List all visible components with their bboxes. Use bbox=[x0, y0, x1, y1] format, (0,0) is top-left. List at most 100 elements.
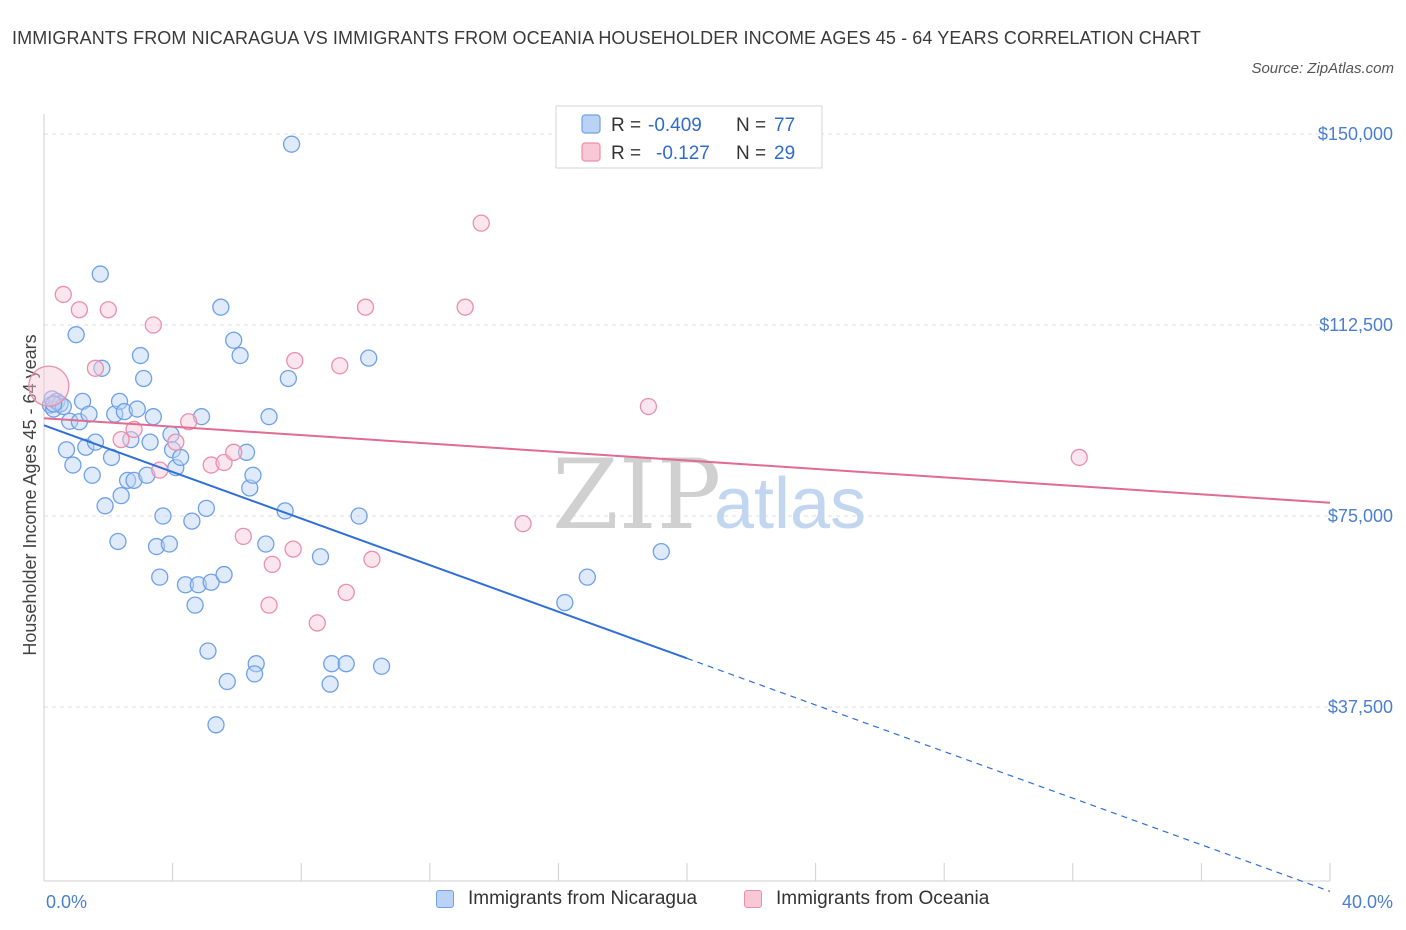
data-point bbox=[197, 499, 216, 518]
data-point bbox=[456, 298, 474, 316]
data-point bbox=[77, 438, 95, 456]
data-point bbox=[128, 400, 146, 418]
data-point bbox=[279, 369, 297, 388]
data-point bbox=[70, 301, 89, 319]
data-point bbox=[360, 349, 378, 367]
trend-lines bbox=[43, 417, 1331, 892]
data-point bbox=[115, 402, 134, 421]
data-point bbox=[286, 352, 304, 370]
trend-line-oceania bbox=[43, 417, 1331, 504]
legend-swatch-oceania-bottom bbox=[744, 890, 762, 908]
axes bbox=[43, 114, 1331, 882]
data-point bbox=[144, 408, 162, 426]
data-point bbox=[284, 540, 302, 558]
legend-r-value-2: -0.127 bbox=[656, 143, 710, 164]
legend-n-value-2: 29 bbox=[774, 143, 795, 164]
source-label: Source: ZipAtlas.com bbox=[1251, 60, 1394, 77]
data-point bbox=[323, 655, 341, 673]
data-point bbox=[54, 285, 72, 304]
legend-swatch-nicaragua-bottom bbox=[436, 890, 454, 908]
data-point bbox=[110, 392, 129, 411]
data-point bbox=[154, 507, 172, 525]
data-point bbox=[91, 265, 109, 283]
data-point bbox=[138, 466, 156, 484]
data-point bbox=[372, 657, 391, 675]
data-point bbox=[125, 471, 143, 489]
y-tick-label: $112,500 bbox=[1319, 315, 1393, 335]
data-point bbox=[199, 642, 217, 660]
data-point bbox=[141, 433, 159, 451]
correlation-legend: R = -0.409 N = 77 R = -0.127 N = 29 bbox=[555, 105, 823, 169]
data-point bbox=[147, 537, 166, 556]
data-point bbox=[234, 527, 252, 546]
y-tick-labels: $150,000 $112,500 $75,000 $37,500 bbox=[1318, 124, 1393, 717]
data-point bbox=[176, 576, 195, 594]
data-point bbox=[186, 596, 204, 614]
data-point bbox=[241, 479, 259, 497]
data-point bbox=[57, 441, 76, 459]
data-point bbox=[237, 443, 256, 461]
x-tick-labels: 0.0% 40.0% bbox=[46, 892, 1393, 912]
data-point bbox=[151, 568, 169, 586]
data-point bbox=[639, 397, 658, 416]
data-point bbox=[118, 471, 137, 489]
data-point bbox=[135, 369, 153, 388]
data-point bbox=[112, 486, 130, 505]
legend-swatch-nicaragua bbox=[581, 114, 601, 134]
y-tick-label: $150,000 bbox=[1318, 124, 1393, 144]
legend-n-value-1: 77 bbox=[774, 115, 795, 136]
legend-item-nicaragua: Immigrants from Nicaragua bbox=[436, 888, 697, 910]
legend-n-label-1: N = bbox=[736, 115, 766, 136]
data-point bbox=[363, 550, 381, 568]
data-point bbox=[99, 301, 117, 319]
trend-line-extension-nicaragua bbox=[686, 657, 1331, 892]
data-point bbox=[125, 420, 143, 439]
data-point bbox=[244, 466, 262, 484]
data-point bbox=[263, 555, 281, 574]
data-point bbox=[202, 456, 220, 474]
data-point bbox=[109, 532, 127, 551]
data-point bbox=[308, 614, 326, 632]
y-axis-label: Householder Income Ages 45 - 64 years bbox=[20, 334, 40, 655]
legend-r-label-2: R = bbox=[611, 143, 641, 164]
data-point bbox=[28, 365, 70, 407]
legend-n-label-2: N = bbox=[736, 143, 766, 164]
legend-swatch-oceania bbox=[581, 142, 601, 162]
data-point bbox=[231, 346, 249, 365]
data-point bbox=[122, 430, 140, 449]
data-point bbox=[652, 543, 670, 561]
data-point bbox=[260, 408, 278, 426]
data-point bbox=[112, 430, 130, 449]
data-point bbox=[225, 443, 243, 461]
data-point bbox=[67, 326, 85, 344]
data-point bbox=[183, 512, 201, 530]
legend-label-nicaragua: Immigrants from Nicaragua bbox=[468, 888, 698, 909]
data-point bbox=[282, 135, 301, 153]
data-point bbox=[144, 316, 162, 334]
data-point bbox=[350, 507, 368, 525]
y-tick-label: $37,500 bbox=[1328, 697, 1393, 717]
data-point bbox=[83, 466, 101, 484]
data-point bbox=[44, 395, 63, 413]
data-point bbox=[207, 716, 225, 734]
y-tick-label: $75,000 bbox=[1328, 506, 1393, 526]
series-nicaragua bbox=[41, 135, 670, 734]
legend-item-oceania: Immigrants from Oceania bbox=[744, 888, 989, 910]
data-point bbox=[472, 214, 490, 232]
data-point bbox=[160, 535, 179, 553]
trend-line-nicaragua bbox=[43, 424, 688, 660]
watermark: ZIP atlas bbox=[552, 439, 866, 551]
data-point bbox=[212, 298, 230, 316]
data-point bbox=[189, 576, 207, 594]
data-point bbox=[245, 665, 264, 683]
data-point bbox=[514, 514, 532, 533]
data-point bbox=[180, 413, 198, 431]
data-point bbox=[356, 298, 375, 316]
legend-label-oceania: Immigrants from Oceania bbox=[776, 888, 990, 909]
chart-title: IMMIGRANTS FROM NICARAGUA VS IMMIGRANTS … bbox=[12, 28, 1201, 48]
data-point bbox=[311, 548, 330, 566]
x-tick-label: 0.0% bbox=[46, 892, 87, 912]
data-point bbox=[86, 359, 105, 377]
data-point bbox=[215, 565, 233, 584]
data-point bbox=[225, 331, 243, 349]
